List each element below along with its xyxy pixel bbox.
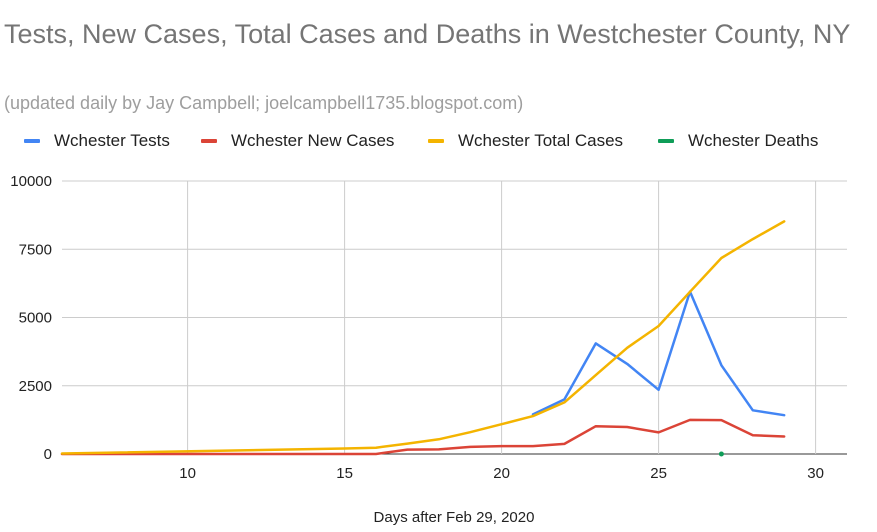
y-tick-label-4: 10000 [10,173,52,190]
series-line-wchester-total-cases[interactable] [60,220,786,455]
x-tick-label-1: 15 [336,465,353,482]
legend-label-new-cases: Wchester New Cases [231,131,395,150]
data-point-wchester-deaths-0[interactable] [718,451,724,457]
y-tick-label-3: 7500 [19,241,52,258]
series-wchester-total-cases [60,220,786,455]
x-tick-label-0: 10 [179,465,196,482]
x-tick-label-3: 25 [650,465,667,482]
legend-swatch-total-cases [428,139,444,143]
legend-swatch-new-cases [201,139,217,143]
legend-item-total-cases[interactable]: Wchester Total Cases [428,131,623,151]
gridlines [62,180,847,455]
series-line-wchester-tests[interactable] [531,290,786,417]
y-tick-label-2: 5000 [19,310,52,327]
chart-title: Tests, New Cases, Total Cases and Deaths… [4,19,851,49]
x-tick-label-4: 30 [807,465,824,482]
x-axis-label: Days after Feb 29, 2020 [374,509,535,526]
series-lines [60,220,786,457]
legend: Wchester Tests Wchester New Cases Wchest… [0,131,877,155]
legend-item-new-cases[interactable]: Wchester New Cases [201,131,394,151]
legend-item-deaths[interactable]: Wchester Deaths [658,131,818,151]
legend-label-deaths: Wchester Deaths [688,131,819,150]
y-axis-ticks: 0 2500 5000 7500 10000 [10,173,52,463]
legend-label-total-cases: Wchester Total Cases [458,131,624,150]
y-tick-label-1: 2500 [19,378,52,395]
series-wchester-deaths [718,451,724,457]
x-axis-ticks: 10 15 20 25 30 [179,465,824,482]
series-wchester-new-cases [60,418,786,456]
x-tick-label-2: 20 [493,465,510,482]
legend-swatch-deaths [658,139,674,143]
series-wchester-tests [531,290,786,417]
legend-item-tests[interactable]: Wchester Tests [24,131,170,151]
y-tick-label-0: 0 [44,446,52,463]
series-line-wchester-new-cases[interactable] [60,418,786,456]
legend-label-tests: Wchester Tests [54,131,170,150]
legend-swatch-tests [24,139,40,143]
chart-subtitle: (updated daily by Jay Campbell; joelcamp… [4,93,524,113]
